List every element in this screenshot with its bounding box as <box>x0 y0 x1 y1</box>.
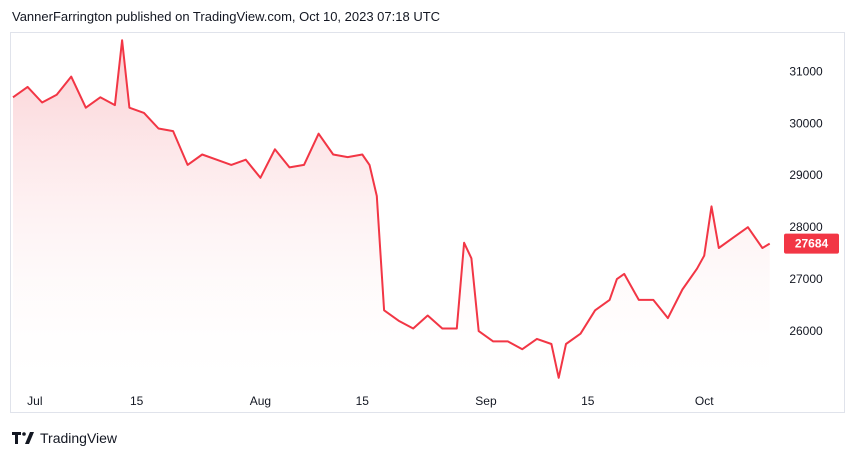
y-tick-label: 28000 <box>789 220 823 234</box>
plot-layer <box>12 39 771 383</box>
x-tick-label: 15 <box>581 394 595 408</box>
chart-frame: 26000 27000 28000 29000 30000 31000 Jul 15 Aug 15… <box>10 32 845 413</box>
x-tick-label: Jul <box>27 394 42 408</box>
x-tick-label: Sep <box>475 394 497 408</box>
badge-layer: 27684 <box>784 233 839 254</box>
last-price-badge <box>784 233 839 254</box>
y-tick-label: 31000 <box>789 64 823 78</box>
publisher-line: VannerFarrington published on TradingVie… <box>12 9 441 24</box>
x-tick-label: 15 <box>356 394 370 408</box>
x-tick-label: Oct <box>695 394 714 408</box>
y-tick-label: 29000 <box>789 168 823 182</box>
price-area-fill <box>13 40 770 383</box>
axis-layer: 26000 27000 28000 29000 30000 31000 Jul 15 Aug 15… <box>27 64 823 408</box>
y-tick-label: 26000 <box>789 324 823 338</box>
last-price-label: 27684 <box>795 237 829 251</box>
y-tick-label: 30000 <box>789 116 823 130</box>
tradingview-logo-icon <box>12 432 34 444</box>
y-tick-label: 27000 <box>789 272 823 286</box>
tradingview-footer[interactable]: TradingView <box>12 430 117 446</box>
price-line <box>12 39 771 379</box>
price-chart[interactable]: 26000 27000 28000 29000 30000 31000 Jul 15 Aug 15… <box>11 33 844 412</box>
x-tick-label: Aug <box>250 394 271 408</box>
brand-name: TradingView <box>40 430 118 446</box>
x-tick-label: 15 <box>130 394 144 408</box>
